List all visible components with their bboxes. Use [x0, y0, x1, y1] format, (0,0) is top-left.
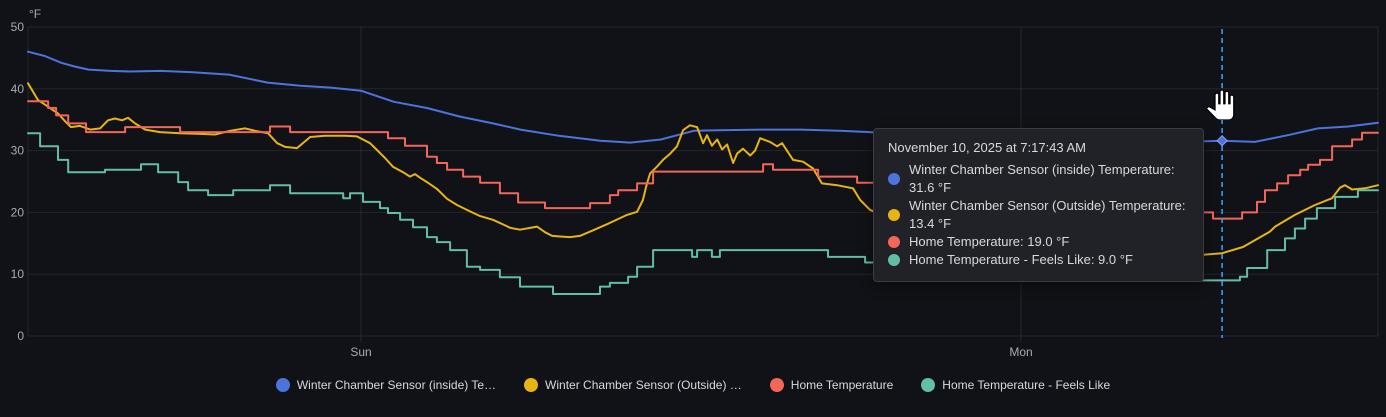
y-tick-label: 0 — [17, 329, 24, 343]
series-color-dot-icon — [275, 378, 290, 392]
series-color-dot-icon — [888, 209, 900, 221]
x-tick-label: Mon — [1009, 345, 1032, 359]
legend-item-home-temperature[interactable]: Home Temperature — [769, 378, 894, 392]
y-tick-label: 50 — [11, 20, 25, 34]
tooltip-row-label: Home Temperature: 19.0 °F — [909, 234, 1070, 249]
y-tick-label: 30 — [11, 144, 25, 158]
x-tick-label: Sun — [350, 345, 371, 359]
tooltip-row: Winter Chamber Sensor (inside) Temperatu… — [888, 161, 1189, 197]
series-line-2 — [27, 100, 1379, 220]
series-color-dot-icon — [769, 378, 784, 392]
y-tick-label: 20 — [11, 205, 25, 219]
y-tick-label: 40 — [11, 82, 25, 96]
tooltip-row: Home Temperature - Feels Like: 9.0 °F — [888, 251, 1189, 269]
chart-tooltip: November 10, 2025 at 7:17:43 AM Winter C… — [873, 128, 1204, 282]
tooltip-row-label: Winter Chamber Sensor (inside) Temperatu… — [909, 162, 1175, 195]
tooltip-timestamp: November 10, 2025 at 7:17:43 AM — [888, 140, 1087, 155]
legend-item-inside-temperature[interactable]: Winter Chamber Sensor (inside) Te… — [275, 378, 497, 392]
hovered-point-marker — [1216, 134, 1228, 147]
y-axis-unit-label: °F — [29, 7, 41, 21]
series-color-dot-icon — [524, 378, 539, 392]
tooltip-row-label: Home Temperature - Feels Like: 9.0 °F — [909, 252, 1133, 267]
legend-item-label: Winter Chamber Sensor (inside) Te… — [296, 378, 497, 392]
series-color-dot-icon — [888, 254, 900, 266]
y-tick-label: 10 — [11, 267, 25, 281]
legend-item-label: Home Temperature - Feels Like — [942, 378, 1111, 392]
tooltip-row-label: Winter Chamber Sensor (Outside) Temperat… — [909, 198, 1186, 231]
legend-item-feels-like[interactable]: Home Temperature - Feels Like — [921, 378, 1110, 392]
series-color-dot-icon — [921, 378, 936, 392]
grab-hand-cursor-icon — [1205, 90, 1235, 120]
series-color-dot-icon — [888, 236, 900, 248]
series-color-dot-icon — [888, 173, 900, 185]
tooltip-row: Winter Chamber Sensor (Outside) Temperat… — [888, 197, 1189, 233]
legend-item-label: Home Temperature — [790, 378, 894, 392]
chart-legend: Winter Chamber Sensor (inside) Te… Winte… — [0, 370, 1386, 400]
legend-item-outside-temperature[interactable]: Winter Chamber Sensor (Outside) … — [524, 378, 742, 392]
tooltip-row: Home Temperature: 19.0 °F — [888, 233, 1189, 251]
legend-item-label: Winter Chamber Sensor (Outside) … — [545, 378, 742, 392]
